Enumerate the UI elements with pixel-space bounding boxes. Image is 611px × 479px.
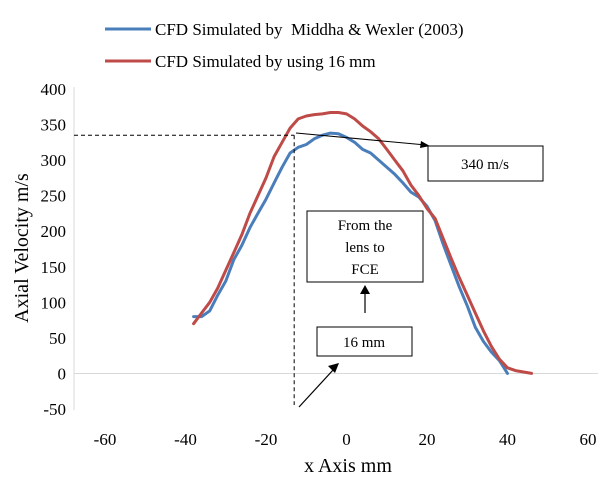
- diagonal-arrow: [298, 368, 335, 408]
- lens-to-fce-line-1: From the: [338, 218, 393, 234]
- y-tick-label: -50: [43, 400, 66, 419]
- legend-label-middha: CFD Simulated by Middha & Wexler (2003): [155, 20, 464, 39]
- x-tick-label: 40: [499, 430, 516, 449]
- legend: CFD Simulated by Middha & Wexler (2003) …: [105, 20, 464, 71]
- x-axis-title: x Axis mm: [304, 455, 392, 477]
- x-tick-label: 60: [580, 430, 597, 449]
- up-arrow-head: [360, 285, 370, 294]
- y-tick-label: 400: [41, 80, 67, 99]
- y-tick-label: 150: [41, 258, 67, 277]
- x-tick-labels: -60 -40 -20 0 20 40 60: [94, 430, 597, 449]
- distance-label: 16 mm: [343, 335, 385, 351]
- lens-to-fce-line-2: lens to: [345, 240, 385, 256]
- series-line-middha: [192, 131, 509, 375]
- x-tick-label: -40: [174, 430, 197, 449]
- x-tick-label: 20: [419, 430, 436, 449]
- y-tick-label: 350: [41, 116, 67, 135]
- velocity-label-box: [427, 145, 544, 182]
- y-axis: -50 0 50 100 150 200 250 300 350 400: [41, 80, 75, 419]
- y-tick-labels: -50 0 50 100 150 200 250 300 350 400: [41, 80, 67, 419]
- lens-to-fce-box: [306, 210, 424, 283]
- x-axis: -60 -40 -20 0 20 40 60: [74, 372, 598, 449]
- y-tick-label: 0: [58, 364, 67, 383]
- velocity-arrow: [295, 132, 427, 146]
- x-tick-label: -20: [255, 430, 278, 449]
- diagonal-arrowhead: [328, 363, 339, 373]
- y-axis-title: Axial Velocity m/s: [11, 173, 33, 323]
- y-tick-label: 200: [41, 222, 67, 241]
- legend-label-16mm: CFD Simulated by using 16 mm: [155, 52, 376, 71]
- distance-label-box: [316, 326, 413, 357]
- series-line-16mm: [192, 111, 534, 375]
- x-tick-label: -60: [94, 430, 117, 449]
- y-tick-label: 50: [49, 329, 66, 348]
- y-tick-label: 300: [41, 151, 67, 170]
- y-tick-label: 100: [41, 293, 67, 312]
- x-tick-label: 0: [342, 430, 351, 449]
- y-tick-label: 250: [41, 187, 67, 206]
- lens-to-fce-line-3: FCE: [351, 262, 379, 278]
- plot-area: [192, 111, 534, 375]
- velocity-label: 340 m/s: [461, 157, 509, 173]
- annotations: 340 m/s From the lens to FCE 16 mm: [74, 132, 544, 408]
